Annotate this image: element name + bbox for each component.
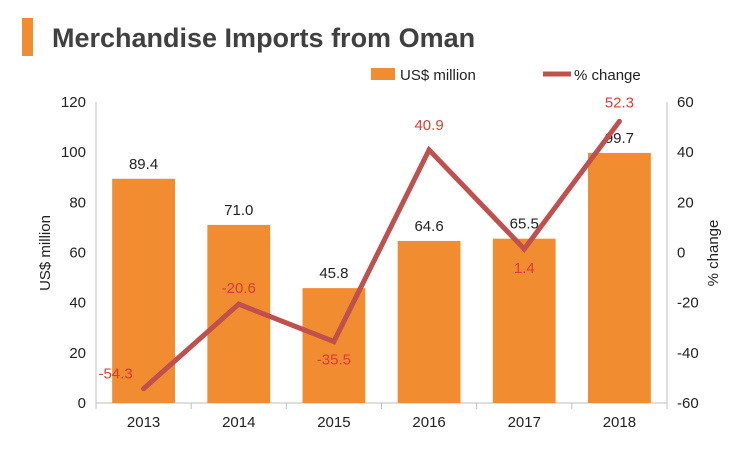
y2-tick-label: 40	[677, 144, 694, 161]
x-tick-label: 2015	[317, 414, 350, 431]
line-value-label: 52.3	[605, 94, 634, 111]
bar	[112, 178, 175, 403]
bar-value-label: 64.6	[414, 218, 443, 235]
y2-tick-label: 60	[677, 94, 694, 111]
y-tick-label: 0	[78, 395, 86, 412]
line-value-label: -35.5	[317, 352, 351, 369]
bar-value-label: 45.8	[319, 265, 348, 282]
bar-value-label: 89.4	[129, 156, 158, 173]
x-tick-label: 2016	[412, 414, 445, 431]
line-point	[331, 339, 337, 345]
y-tick-label: 100	[61, 144, 86, 161]
line-point	[616, 118, 622, 124]
x-tick-label: 2013	[127, 414, 160, 431]
bar	[302, 288, 366, 403]
y-tick-label: 60	[69, 245, 86, 262]
y-tick-label: 80	[69, 194, 86, 211]
bar-value-label: 71.0	[224, 202, 253, 219]
y-axis-title: US$ million	[37, 215, 54, 291]
y2-axis-title: % change	[705, 220, 722, 287]
x-tick-label: 2014	[222, 414, 255, 431]
x-tick-label: 2017	[508, 414, 541, 431]
line-point	[521, 246, 527, 252]
x-tick-label: 2018	[603, 414, 636, 431]
y-tick-label: 20	[69, 345, 86, 362]
line-point	[426, 147, 432, 153]
chart-title: Merchandise Imports from Oman	[52, 23, 475, 53]
line-series-path	[141, 119, 622, 391]
y-tick-label: 40	[69, 295, 86, 312]
bar	[588, 152, 651, 403]
legend-bar-label: US$ million	[400, 67, 476, 84]
y2-tick-label: -60	[677, 395, 699, 412]
bar-value-label: 65.5	[510, 216, 539, 233]
bar	[492, 238, 556, 403]
legend-bar-swatch	[371, 68, 395, 80]
plot-area: 0 20 40 60 80 100 120 -60 -40 -20 0 20 40 60 2013 2014 2…	[61, 94, 699, 431]
line-value-label: -54.3	[98, 366, 132, 383]
y-tick-label: 120	[61, 94, 86, 111]
legend-line-label: % change	[574, 67, 641, 84]
title-accent-bar	[22, 18, 33, 56]
y2-tick-label: -20	[677, 295, 699, 312]
y2-tick-label: 0	[677, 245, 685, 262]
y2-tick-label: 20	[677, 194, 694, 211]
line-value-label: 40.9	[414, 117, 443, 134]
line-point	[141, 386, 147, 392]
y2-tick-label: -40	[677, 345, 699, 362]
line-value-label: -20.6	[222, 280, 256, 297]
line-point	[236, 301, 242, 307]
line-value-label: 1.4	[514, 260, 535, 277]
bar	[397, 240, 461, 403]
